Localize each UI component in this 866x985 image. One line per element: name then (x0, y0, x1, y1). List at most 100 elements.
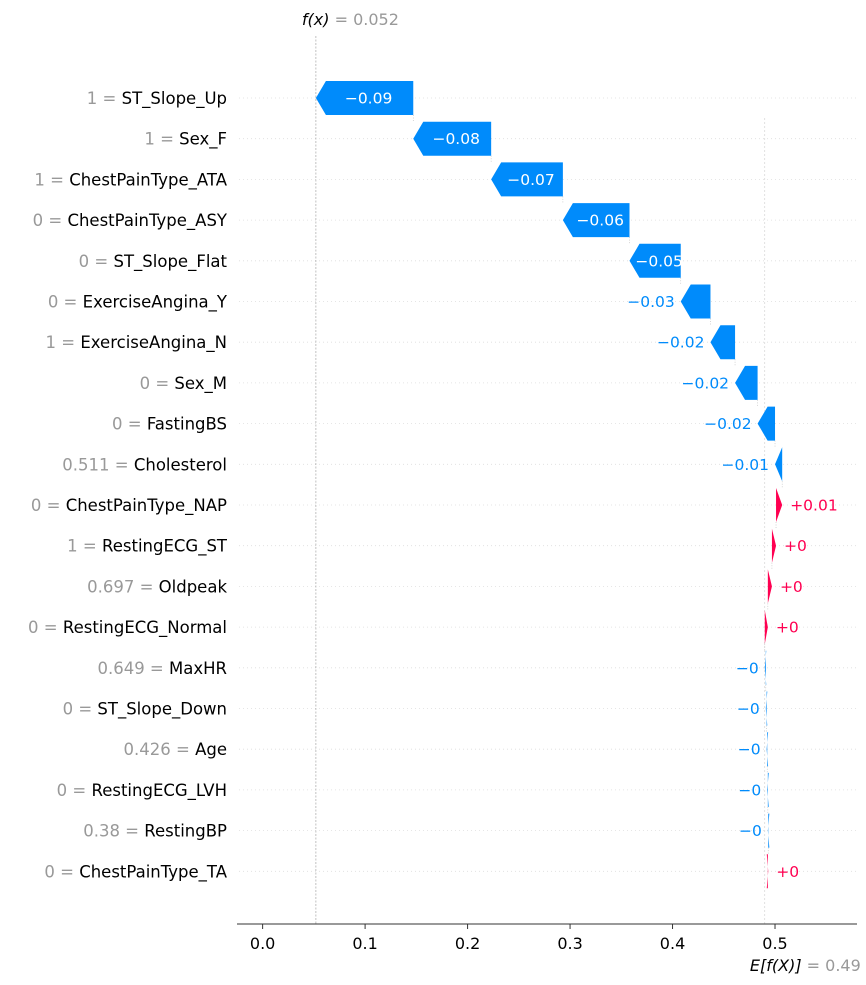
feature-label: 0 = ExerciseAngina_Y (48, 293, 228, 313)
x-tick-label: 0.4 (660, 934, 685, 953)
contribution-bar (776, 488, 783, 522)
fx-symbol: f(x) (302, 10, 330, 29)
feature-name: ChestPainType_ATA (69, 170, 228, 190)
contribution-bar (710, 325, 736, 360)
feature-label: 0.649 = MaxHR (97, 659, 227, 678)
contribution-bar (767, 569, 772, 604)
contribution-bar (767, 772, 769, 807)
contribution-bar (766, 854, 769, 889)
feature-name: ST_Slope_Up (122, 89, 227, 109)
feature-value: 0 = (31, 496, 66, 515)
feature-label: 0 = ST_Slope_Flat (79, 252, 228, 272)
bar-value-label: −0 (738, 781, 761, 799)
feature-name: ST_Slope_Down (97, 700, 227, 720)
fx-label: f(x) = 0.052 (302, 10, 399, 29)
feature-name: Cholesterol (134, 455, 227, 474)
feature-value: 0.511 = (62, 455, 134, 474)
feature-value: 0.38 = (83, 822, 144, 841)
bar-value-label: −0.09 (345, 90, 393, 108)
bar-value-label: +0 (780, 578, 803, 596)
feature-name: FastingBS (147, 415, 227, 434)
feature-name: RestingBP (144, 822, 227, 841)
feature-label: 0.38 = RestingBP (83, 822, 227, 841)
contribution-bar (562, 203, 630, 238)
bar-value-label: −0 (737, 700, 760, 718)
x-tick-label: 0.2 (455, 934, 480, 953)
bar-value-label: −0.03 (627, 293, 675, 311)
bar-value-label: −0.02 (682, 374, 730, 392)
feature-value: 0.649 = (97, 659, 169, 678)
feature-value: 0.697 = (87, 577, 159, 596)
feature-label: 0 = ChestPainType_TA (44, 862, 227, 882)
bar-value-label: −0.02 (704, 415, 752, 433)
contribution-bar (764, 610, 768, 645)
feature-value: 1 = (34, 170, 69, 189)
x-axis: 0.0 0.1 0.2 0.3 0.4 0.5 E[f(X)] = 0.49 (237, 923, 861, 975)
fx-value: = 0.052 (330, 10, 399, 29)
x-tick-label: 0.0 (250, 934, 275, 953)
bar-value-label: −0 (736, 659, 759, 677)
row-gridlines (239, 97, 857, 872)
feature-label: 0 = RestingECG_LVH (57, 781, 227, 801)
contribution-bar (413, 121, 492, 156)
contribution-bar (775, 447, 783, 482)
feature-label: 0 = Sex_M (140, 374, 227, 394)
feature-value: 0 = (48, 293, 83, 312)
feature-label: 0 = FastingBS (112, 415, 227, 434)
feature-name: ST_Slope_Flat (114, 252, 228, 272)
bar-value-label: +0 (776, 619, 799, 637)
x-tick-label: 0.5 (762, 934, 787, 953)
bar-value-label: −0.01 (722, 456, 770, 474)
feature-name: MaxHR (169, 659, 227, 678)
feature-label: 0 = ChestPainType_NAP (31, 496, 227, 516)
bar-value-label: +0.01 (790, 497, 838, 515)
feature-name: Sex_M (174, 374, 227, 394)
feature-label: 1 = ExerciseAngina_N (46, 333, 227, 353)
contribution-bar (771, 528, 777, 563)
feature-label: 0 = ST_Slope_Down (63, 700, 227, 720)
bar-value-label: −0.05 (635, 252, 683, 270)
feature-value: 1 = (87, 89, 122, 108)
contribution-bar (757, 406, 776, 441)
feature-value: 0 = (28, 618, 63, 637)
feature-value: 0 = (33, 211, 68, 230)
contribution-bar (629, 243, 681, 278)
contribution-bar (315, 81, 414, 115)
feature-value: 1 = (144, 130, 179, 149)
bar-value-label: +0 (784, 537, 807, 555)
feature-label: 1 = RestingECG_ST (67, 537, 228, 557)
feature-name: Sex_F (179, 130, 227, 150)
feature-label: 0.511 = Cholesterol (62, 455, 227, 474)
feature-label: 0.426 = Age (124, 740, 227, 759)
bar-value-label: +0 (776, 863, 799, 881)
feature-label: 1 = ChestPainType_ATA (34, 170, 227, 190)
feature-name: Age (195, 740, 227, 759)
feature-label: 1 = ST_Slope_Up (87, 89, 227, 109)
feature-label: 1 = Sex_F (144, 130, 227, 150)
feature-value: 1 = (67, 537, 102, 556)
feature-name: RestingECG_ST (102, 537, 228, 557)
efx-symbol: E[f(X)] (750, 956, 802, 975)
bar-value-label: −0 (739, 822, 762, 840)
bar-value-label: −0.08 (432, 130, 480, 148)
feature-value: 0.426 = (124, 740, 196, 759)
bar-value-label: −0 (738, 741, 761, 759)
x-tick-label: 0.3 (557, 934, 582, 953)
feature-label: 0 = RestingECG_Normal (28, 618, 227, 638)
contribution-bar (680, 284, 711, 319)
feature-labels: 1 = ST_Slope_Up −0.09 1 = Sex_F −0.08 1 = Ch… (28, 89, 838, 882)
x-tick-label: 0.1 (352, 934, 377, 953)
contribution-bar (735, 365, 758, 400)
feature-value: 0 = (57, 781, 92, 800)
contribution-bar (767, 813, 770, 848)
efx-label: E[f(X)] = 0.49 (750, 956, 861, 975)
feature-name: RestingECG_LVH (91, 781, 227, 801)
efx-value: = 0.49 (802, 956, 861, 975)
feature-name: ChestPainType_TA (79, 862, 228, 882)
reference-lines (315, 36, 783, 924)
feature-name: ExerciseAngina_N (80, 333, 227, 353)
feature-value: 0 = (140, 374, 175, 393)
feature-label: 0.697 = Oldpeak (87, 577, 227, 596)
fx-header: f(x) = 0.052 (302, 10, 399, 29)
